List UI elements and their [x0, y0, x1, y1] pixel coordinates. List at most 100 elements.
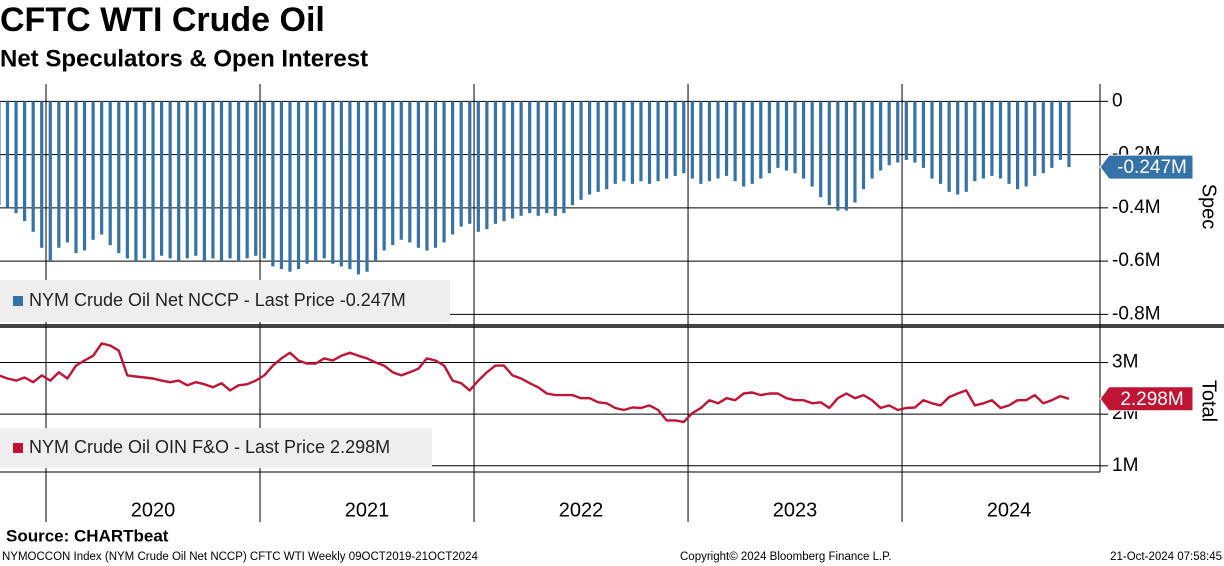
bar [365, 101, 369, 272]
bar [767, 101, 771, 174]
bar [973, 101, 977, 182]
bar [553, 101, 557, 216]
last-price-tag [1099, 154, 1194, 180]
last-price-tag [1099, 386, 1194, 412]
bar [219, 101, 224, 262]
bar [134, 101, 138, 262]
bar [74, 101, 78, 254]
y-tick-label: -0.4M [1112, 197, 1161, 218]
bar [373, 101, 378, 262]
bar [459, 101, 463, 227]
bar [502, 101, 506, 222]
bar [442, 101, 446, 243]
bar [451, 101, 455, 235]
bar [382, 101, 386, 251]
y-axis-title: Spec [1198, 184, 1220, 230]
bar [468, 101, 472, 224]
x-tick-label: 2022 [559, 499, 604, 521]
bar [921, 101, 926, 168]
bar [810, 101, 814, 187]
bar [887, 101, 891, 166]
bar [40, 101, 44, 248]
bar [348, 101, 352, 270]
bar [14, 101, 18, 214]
bar [596, 101, 600, 192]
bar [665, 101, 669, 179]
bar [528, 101, 532, 214]
bar [194, 101, 198, 256]
x-tick-label: 2020 [131, 499, 176, 521]
x-tick-label: 2023 [773, 499, 818, 521]
bar [391, 101, 395, 246]
bar [964, 101, 968, 192]
bar [117, 101, 121, 254]
bar [5, 101, 10, 208]
last-price-label: -0.247M [1117, 157, 1187, 178]
bar [279, 101, 284, 270]
bar [485, 101, 489, 230]
bar [356, 101, 361, 275]
bar [587, 101, 592, 195]
bar [108, 101, 112, 246]
bar [699, 101, 703, 184]
x-tick-label: 2021 [345, 499, 390, 521]
bar [185, 101, 189, 259]
bar [31, 101, 35, 232]
bar [510, 101, 515, 219]
bar [861, 101, 866, 190]
source: Source: CHARTbeat [6, 526, 169, 545]
bar [288, 101, 292, 272]
bar [784, 101, 789, 171]
bar [271, 101, 275, 267]
bar [956, 101, 960, 195]
y-tick-label: 0 [1112, 90, 1123, 111]
bar [716, 101, 720, 179]
bar [151, 101, 155, 262]
bar [48, 101, 52, 262]
x-tick-label: 2024 [987, 499, 1032, 521]
bar [237, 101, 241, 262]
bar [57, 101, 61, 248]
bar [836, 101, 840, 211]
bar [408, 101, 412, 243]
bar [168, 101, 172, 259]
bar [331, 101, 335, 264]
bar [990, 101, 994, 176]
bar [1016, 101, 1020, 190]
bar [245, 101, 249, 259]
bar [981, 101, 985, 179]
bar [545, 101, 549, 214]
bar [613, 101, 617, 184]
bar [870, 101, 874, 179]
y-axis-title: Total [1198, 380, 1220, 422]
chart-title: CFTC WTI Crude Oil [0, 1, 325, 39]
y-tick-label: -0.6M [1112, 250, 1161, 271]
bar [142, 101, 147, 259]
bar [879, 101, 883, 171]
bar [433, 101, 438, 248]
bar [1024, 101, 1028, 187]
bar [536, 101, 540, 216]
bar [570, 101, 575, 206]
bar [1058, 101, 1063, 160]
bar [913, 101, 917, 163]
legend-box [0, 280, 450, 322]
bar [930, 101, 934, 179]
bar [844, 101, 849, 211]
bar [100, 101, 104, 235]
bar [896, 101, 900, 163]
bar [579, 101, 583, 200]
bar [742, 101, 746, 187]
bar [819, 101, 823, 198]
bar [159, 101, 164, 256]
bar [904, 101, 908, 160]
bar [322, 101, 326, 259]
bar [947, 101, 951, 192]
bar [82, 101, 87, 251]
bar [493, 101, 498, 224]
bar [0, 101, 1, 206]
bar [750, 101, 754, 184]
bar [296, 101, 301, 270]
bar [682, 101, 686, 174]
bar [228, 101, 232, 259]
